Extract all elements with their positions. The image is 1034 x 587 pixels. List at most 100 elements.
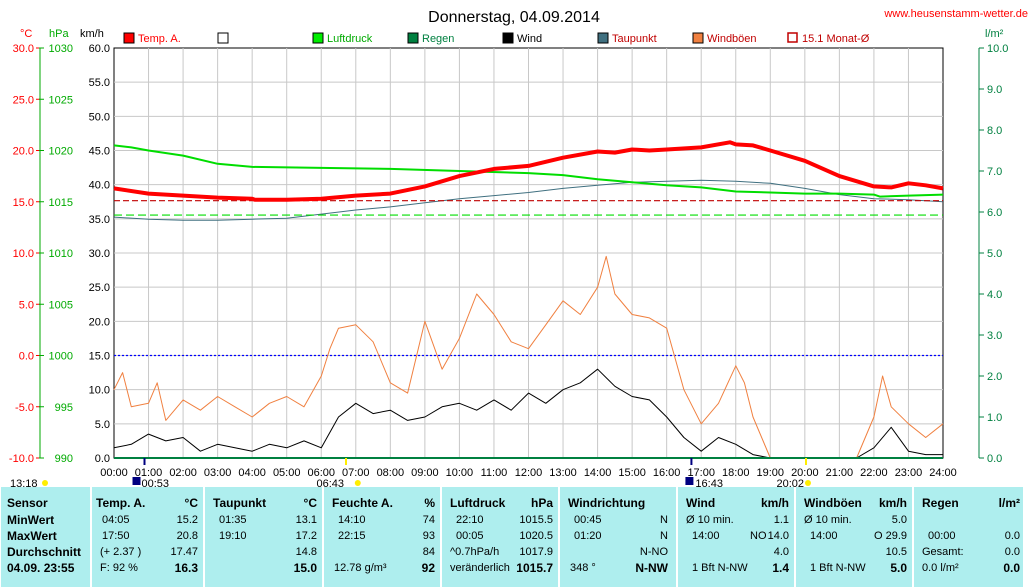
- stats-panel: Sensor MinWert MaxWert Durchschnitt 04.0…: [0, 487, 1034, 587]
- wind-min: 1.1: [773, 514, 789, 526]
- time-tick-label: 14:00: [584, 467, 612, 479]
- legend-swatch: [123, 32, 135, 44]
- weather-chart: Donnerstag, 04.09.2014 www.heusenstamm-w…: [9, 8, 1028, 487]
- stats-col-rain: Regen l/m² 00:00 0.0 Gesamt: 0.0 0.0 l/m² 0.…: [913, 487, 1023, 587]
- hum-max: 93: [422, 530, 435, 542]
- chart-title: Donnerstag, 04.09.2014: [428, 9, 600, 26]
- grid: [113, 47, 944, 459]
- wind-tick-label: 15.0: [89, 351, 110, 363]
- rain-note: 0.0 l/m²: [922, 562, 959, 574]
- pressure-tick-label: 1025: [49, 94, 73, 106]
- wind-tick-label: 40.0: [89, 180, 110, 192]
- wind-tick-label: 35.0: [89, 214, 110, 226]
- sun-icon: [42, 480, 48, 486]
- time-markers: 13:18 00:53 06:43 16:43 20:02: [10, 458, 811, 487]
- time-tick-label: 24:00: [929, 467, 957, 479]
- marker-label-left: 13:18: [10, 478, 38, 487]
- temp-unit-label: °C: [20, 28, 32, 40]
- press-unit: hPa: [530, 496, 553, 510]
- time-tick-label: 12:00: [515, 467, 543, 479]
- pressure-tick-label: 995: [55, 402, 73, 414]
- wind-max: 14.0: [767, 530, 789, 542]
- time-tick-label: 16:00: [653, 467, 681, 479]
- stats-col-wind-direction: Windrichtung 00:45 N 01:20 N N-NO 348 ° N-N…: [559, 487, 676, 587]
- press-trend: ^0.7hPa/h: [450, 546, 500, 558]
- dew-avg: 14.8: [295, 546, 317, 558]
- sun-icon: [804, 480, 811, 486]
- pressure-unit-label: hPa: [49, 28, 69, 40]
- rain-header: Regen: [922, 496, 959, 510]
- dew-unit: °C: [303, 496, 317, 510]
- dir-current: N-NW: [635, 561, 668, 575]
- legend-label: Taupunkt: [612, 33, 657, 45]
- row-label-max: MaxWert: [7, 529, 57, 543]
- legend: Temp. A. Luftdruck Regen Wind Taupunkt Windbö…: [123, 32, 870, 45]
- wind-tick-label: 25.0: [89, 282, 110, 294]
- rain-tick-label: 7.0: [987, 166, 1002, 178]
- legend-swatch: [692, 32, 704, 44]
- gust-max-dir: O: [874, 530, 883, 542]
- dir-max: N: [660, 530, 668, 542]
- wind-max-dir: NO: [750, 530, 767, 542]
- temp-cur-note: F: 92 %: [100, 562, 138, 574]
- gust-avg: 10.5: [885, 546, 907, 558]
- rain-total-label: Gesamt:: [922, 546, 964, 558]
- wind-tick-label: 20.0: [89, 316, 110, 328]
- time-tick-label: 13:00: [549, 467, 577, 479]
- wind-tick-label: 10.0: [89, 385, 110, 397]
- row-label-min: MinWert: [7, 513, 55, 527]
- temp-tick-label: 30.0: [13, 43, 34, 55]
- temp-current: 16.3: [174, 561, 198, 575]
- wind-current: 1.4: [772, 561, 789, 575]
- temp-max: 20.8: [176, 530, 198, 542]
- wind-tick-label: 55.0: [89, 77, 110, 89]
- temp-unit: °C: [184, 496, 198, 510]
- wind-avg: 4.0: [773, 546, 789, 558]
- dir-min: N: [660, 514, 668, 526]
- press-min-time: 22:10: [456, 514, 484, 526]
- dir-header: Windrichtung: [568, 496, 646, 510]
- temp-avg: 17.47: [170, 546, 198, 558]
- time-tick-label: 11:00: [481, 467, 508, 479]
- stats-col-gusts: Windböen km/h Ø 10 min. 5.0 14:00 O 29.9 10.…: [795, 487, 912, 587]
- legend-swatch: [502, 32, 514, 44]
- time-tick-label: 04:00: [238, 467, 266, 479]
- temp-avg-note: (+ 2.37 ): [100, 546, 142, 558]
- legend-swatch: [312, 32, 324, 44]
- series-layer: [113, 140, 944, 459]
- press-avg: 1017.9: [519, 546, 553, 558]
- wind-tick-label: 0.0: [95, 453, 110, 465]
- pressure-tick-label: 1000: [49, 351, 73, 363]
- legend-swatch: [407, 32, 419, 44]
- legend-label: Wind: [517, 33, 542, 45]
- rain-tick-label: 0.0: [987, 453, 1002, 465]
- hum-min-time: 14:10: [338, 514, 366, 526]
- stats-col-wind: Wind km/h Ø 10 min. 1.1 14:00 NO 14.0 4.0 1 …: [677, 487, 794, 587]
- stats-col-pressure: Luftdruck hPa 22:10 1015.5 00:05 1020.5 ^0.…: [441, 487, 558, 587]
- axes: 30.0 1030 25.0 1025 20.0 1020 15.0 1015 10.0 1010…: [9, 43, 1009, 479]
- hum-abs: 12.78 g/m³: [334, 562, 387, 574]
- rain-tick-label: 5.0: [987, 248, 1002, 260]
- legend-label: Luftdruck: [327, 33, 373, 45]
- gust-unit: km/h: [878, 496, 907, 510]
- temp-min-time: 04:05: [102, 514, 130, 526]
- time-tick-label: 20:00: [791, 467, 819, 479]
- marker-label-moonset: 00:53: [142, 478, 170, 487]
- dew-max: 17.2: [295, 530, 317, 542]
- time-tick-label: 02:00: [169, 467, 197, 479]
- dir-max-time: 01:20: [574, 530, 602, 542]
- marker-label-moonrise: 16:43: [695, 478, 723, 487]
- rain-max: 0.0: [1004, 530, 1020, 542]
- rain-tick-label: 4.0: [987, 289, 1002, 301]
- pressure-tick-label: 1010: [49, 248, 73, 260]
- dew-min: 13.1: [295, 514, 317, 526]
- rain-time: 00:00: [928, 530, 956, 542]
- press-tendency: veränderlich: [450, 562, 510, 574]
- hum-avg: 84: [422, 546, 435, 558]
- hum-max-time: 22:15: [338, 530, 366, 542]
- sun-icon: [354, 480, 361, 486]
- hum-min: 74: [422, 514, 435, 526]
- legend-swatch: [597, 32, 609, 44]
- time-tick-label: 01:00: [135, 467, 163, 479]
- stats-col-humidity: Feuchte A.% 14:10 74 22:15 93 84 12.78 g/m…: [323, 487, 440, 587]
